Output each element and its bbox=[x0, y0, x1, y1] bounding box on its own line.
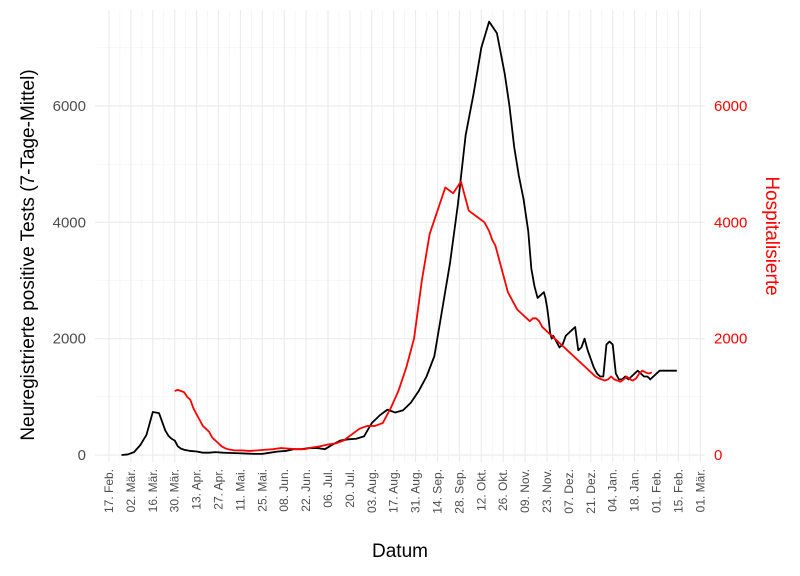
x-tick-label: 25. Mai. bbox=[255, 469, 269, 512]
y-axis-left: 0 2000 4000 6000 bbox=[53, 98, 86, 464]
x-tick-label: 04. Jan. bbox=[606, 469, 620, 512]
y-axis-right: 0 2000 4000 6000 bbox=[714, 98, 747, 464]
x-tick-label: 23. Nov. bbox=[540, 469, 554, 513]
x-tick-label: 06. Jul. bbox=[321, 469, 335, 508]
x-tick-label: 17. Feb. bbox=[102, 469, 116, 513]
y2-axis-title: Hospitalisierte bbox=[761, 176, 782, 295]
y2-tick-label: 6000 bbox=[714, 98, 747, 115]
y-tick-label: 6000 bbox=[53, 98, 86, 115]
hospitalized-line bbox=[174, 180, 653, 452]
x-tick-label: 21. Dez. bbox=[584, 469, 598, 514]
y-axis-title: Neuregistrierte positive Tests (7-Tage-M… bbox=[18, 69, 39, 440]
y-tick-label: 2000 bbox=[53, 331, 86, 348]
x-tick-label: 09. Nov. bbox=[518, 469, 532, 513]
x-tick-label: 22. Jun. bbox=[299, 469, 313, 512]
x-tick-label: 30. Mär. bbox=[168, 469, 182, 512]
positive-tests-line bbox=[121, 20, 677, 456]
y2-tick-label: 2000 bbox=[714, 331, 747, 348]
x-tick-label: 12. Okt. bbox=[474, 469, 488, 511]
x-tick-label: 03. Aug. bbox=[365, 469, 379, 513]
x-tick-label: 26. Okt. bbox=[496, 469, 510, 511]
x-tick-label: 18. Jan. bbox=[628, 469, 642, 512]
y-tick-label: 0 bbox=[78, 447, 86, 464]
x-tick-label: 17. Aug. bbox=[387, 469, 401, 513]
x-tick-label: 11. Mai. bbox=[233, 469, 247, 511]
x-tick-label: 28. Sep. bbox=[452, 469, 466, 514]
y-tick-label: 4000 bbox=[53, 214, 86, 231]
y2-tick-label: 4000 bbox=[714, 214, 747, 231]
x-tick-label: 13. Apr. bbox=[190, 469, 204, 510]
x-tick-label: 20. Jul. bbox=[343, 469, 357, 508]
x-tick-label: 27. Apr. bbox=[212, 469, 226, 510]
y2-tick-label: 0 bbox=[714, 447, 722, 464]
x-tick-label: 14. Sep. bbox=[431, 469, 445, 514]
x-tick-label: 01. Mär. bbox=[693, 469, 707, 512]
x-tick-label: 31. Aug. bbox=[409, 469, 423, 513]
series-layer bbox=[121, 20, 677, 456]
x-tick-label: 02. Mär. bbox=[124, 469, 138, 512]
x-tick-label: 07. Dez. bbox=[562, 469, 576, 514]
x-tick-label: 16. Mär. bbox=[146, 469, 160, 512]
x-axis-title: Datum bbox=[372, 541, 428, 562]
x-tick-label: 15. Feb. bbox=[671, 469, 685, 513]
x-axis: 17. Feb. 02. Mär. 16. Mär. 30. Mär. 13. Apr.… bbox=[102, 469, 707, 514]
x-tick-label: 01. Feb. bbox=[650, 469, 664, 513]
grid bbox=[95, 10, 705, 462]
x-tick-label: 08. Jun. bbox=[277, 469, 291, 512]
